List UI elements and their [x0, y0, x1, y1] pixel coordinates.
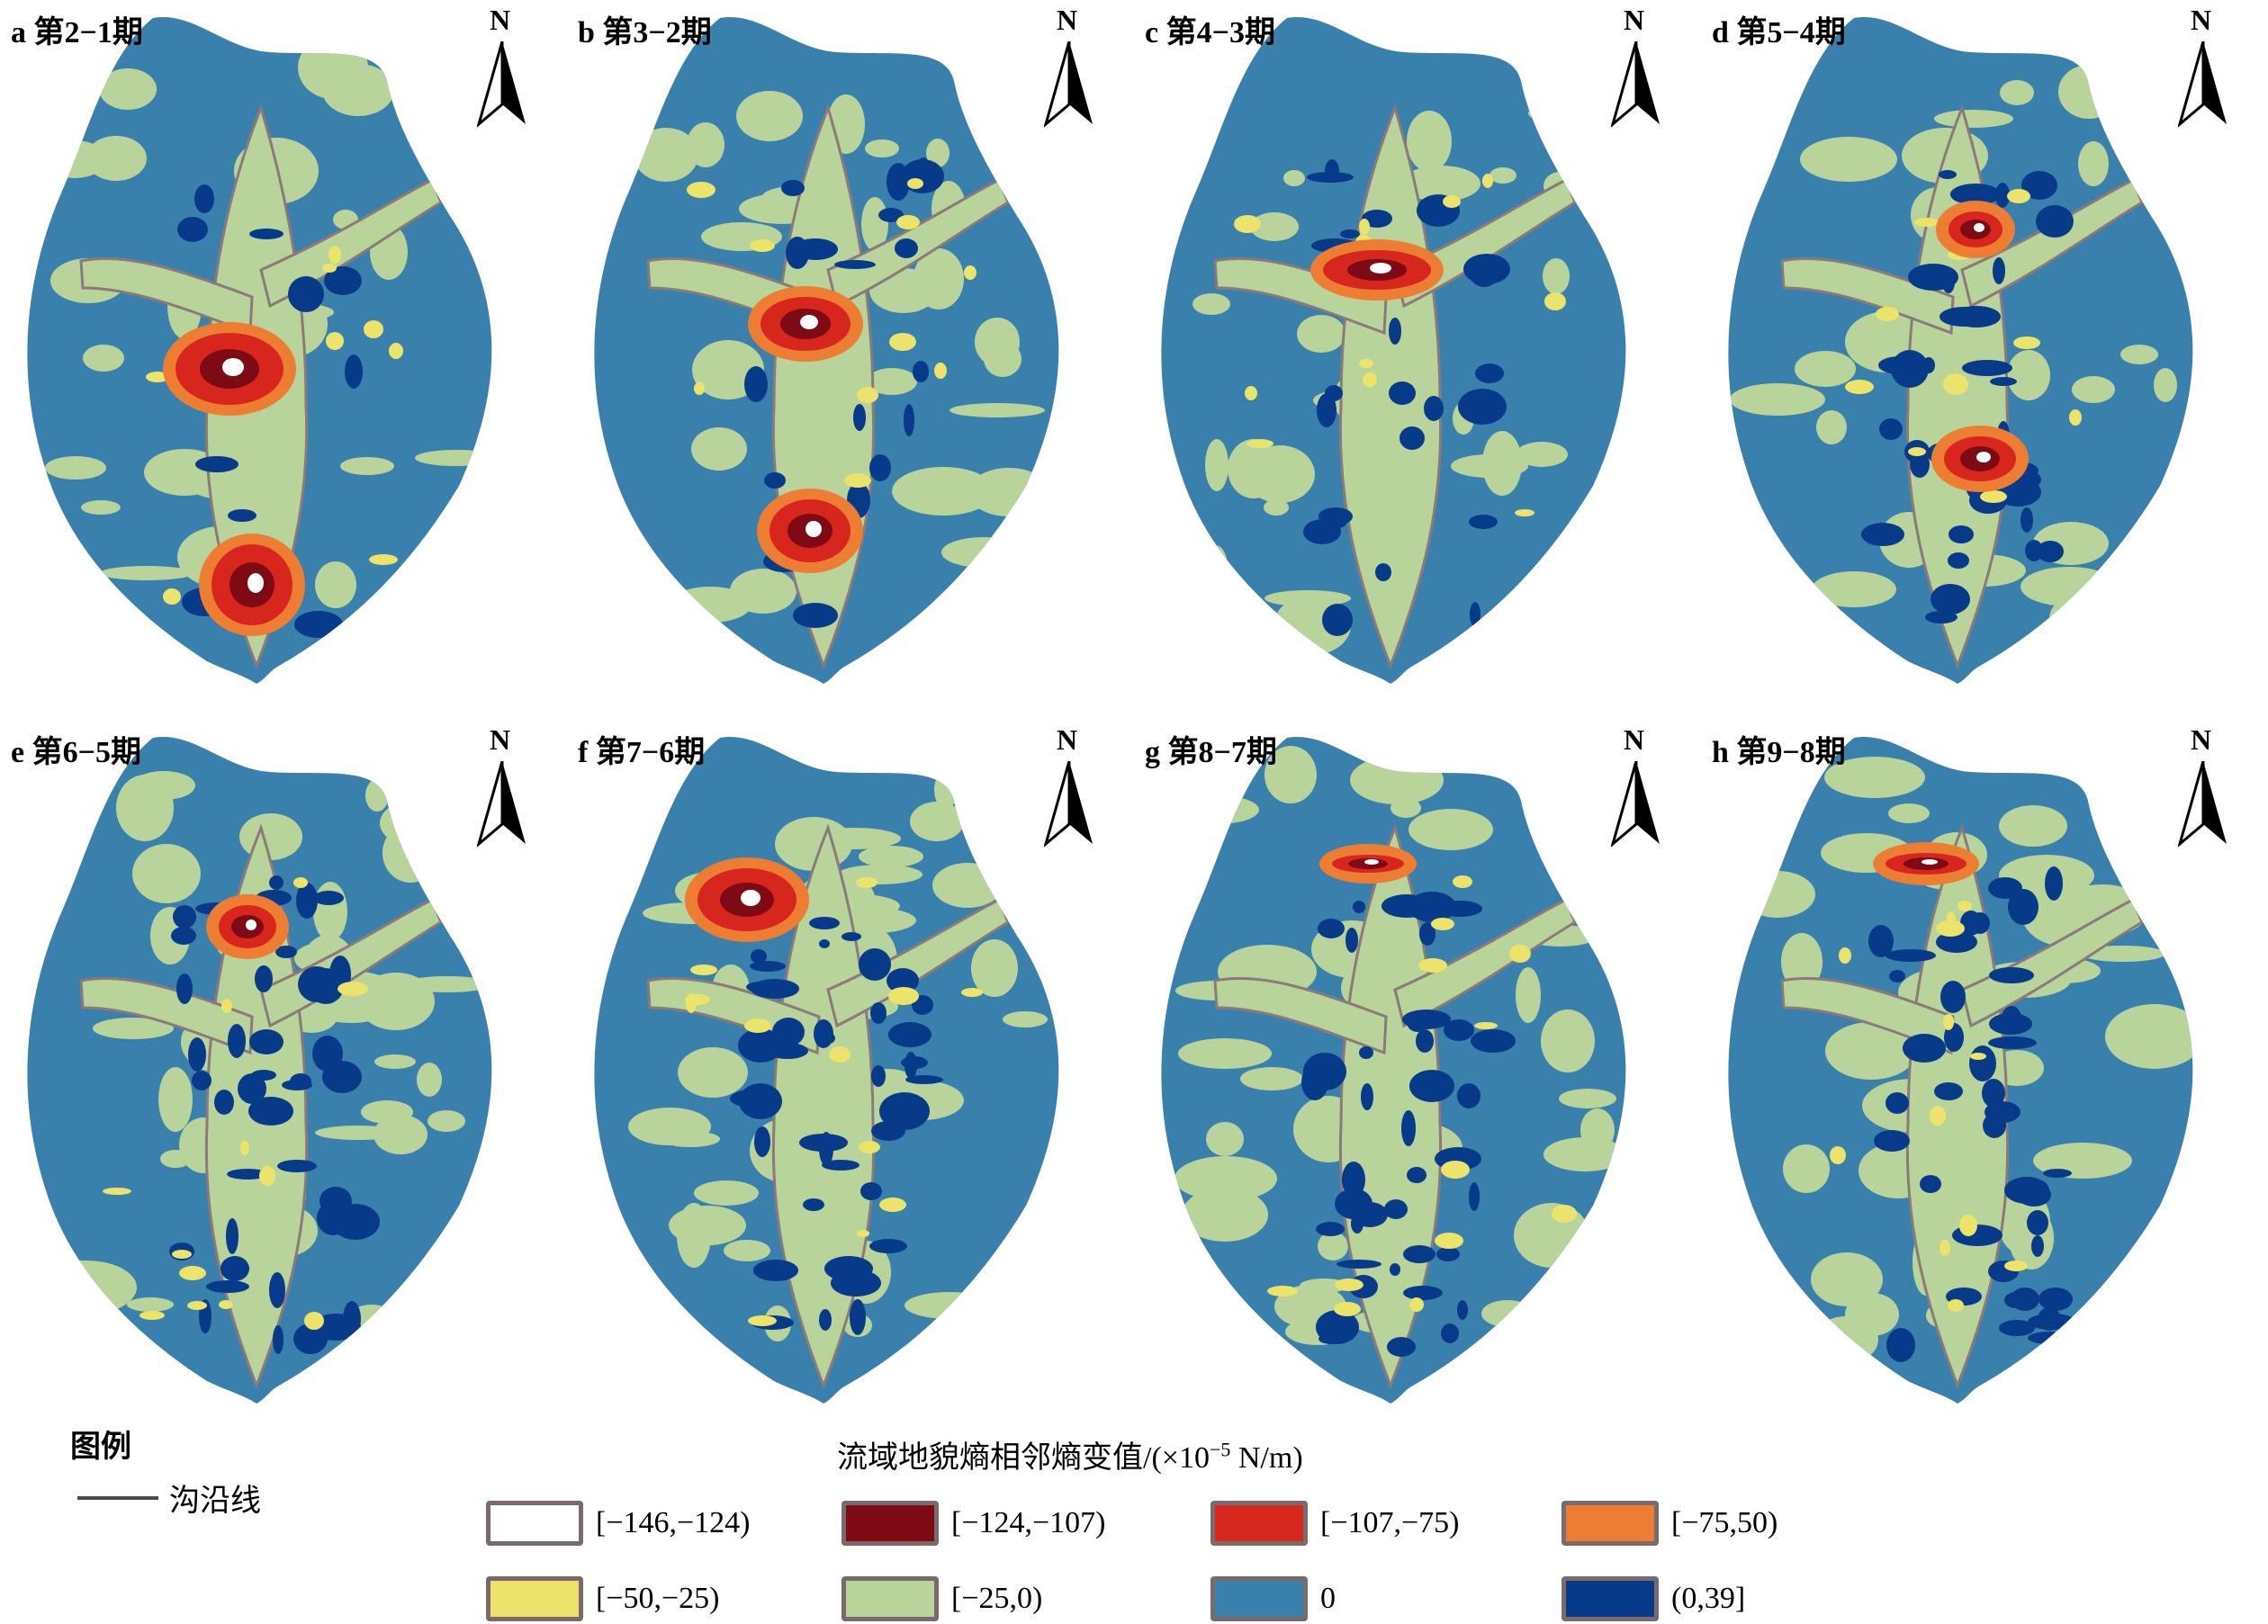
north-arrow-icon — [1611, 41, 1660, 128]
legend-class: [−75,50) — [1562, 1501, 1778, 1546]
panel-title: h 第9−8期 — [1712, 736, 1846, 769]
north-arrow-icon — [2178, 761, 2227, 848]
north-arrow-icon — [477, 761, 526, 848]
panel-title: b 第3−2期 — [578, 16, 712, 49]
watershed-map — [1728, 737, 2193, 1404]
map-panel: h 第9−8期 N — [1701, 720, 2268, 1440]
map-panel: b 第3−2期 N — [567, 0, 1134, 720]
legend-class-label: [−25,0) — [951, 1582, 1043, 1615]
north-label: N — [2191, 723, 2212, 756]
color-scale-title: 流域地貌熵相邻熵变值/(×10−5 N/m) — [837, 1432, 1303, 1476]
north-arrow: N — [1611, 4, 1665, 130]
legend-class: [−107,−75) — [1210, 1501, 1460, 1546]
map-panel: f 第7−6期 N — [567, 720, 1134, 1440]
legend-class: [−25,0) — [842, 1576, 1042, 1621]
north-arrow: N — [1611, 723, 1665, 849]
map-panel: g 第8−7期 N — [1134, 720, 1701, 1440]
watershed-map — [1161, 17, 1626, 685]
gully-edge-label: 沟沿线 — [169, 1485, 261, 1518]
map-panel: d 第5−4期 N — [1701, 0, 2268, 720]
north-arrow: N — [477, 723, 531, 849]
legend-class: [−146,−124) — [486, 1501, 751, 1546]
north-arrow-icon — [1611, 761, 1660, 848]
legend-class: [−124,−107) — [842, 1501, 1106, 1546]
north-arrow-icon — [1044, 761, 1093, 848]
legend-swatch — [1562, 1576, 1659, 1621]
north-arrow: N — [2178, 723, 2232, 849]
legend-title: 图例 — [70, 1431, 131, 1464]
panel-title: f 第7−6期 — [578, 736, 706, 769]
legend-class: (0,39] — [1562, 1576, 1745, 1621]
legend-swatch — [1562, 1501, 1659, 1546]
gully-edge-line-symbol — [77, 1495, 158, 1500]
legend-class: 0 — [1210, 1576, 1336, 1621]
north-arrow-icon — [2178, 41, 2227, 128]
watershed-map — [1161, 737, 1626, 1404]
legend-swatch — [1210, 1501, 1308, 1546]
map-panel: e 第6−5期 N — [0, 720, 567, 1440]
legend-swatch — [1210, 1576, 1308, 1621]
legend-class-label: [−75,50) — [1671, 1506, 1778, 1539]
panel-title: d 第5−4期 — [1712, 16, 1846, 49]
legend-swatch — [486, 1501, 583, 1546]
north-arrow: N — [1044, 723, 1098, 849]
legend-class-label: [−124,−107) — [951, 1506, 1106, 1539]
map-panel: a 第2−1期 N — [0, 0, 567, 720]
north-arrow: N — [477, 4, 531, 130]
legend-class-label: (0,39] — [1671, 1582, 1746, 1615]
north-label: N — [490, 4, 511, 36]
north-arrow-icon — [1044, 41, 1093, 128]
panel-title: g 第8−7期 — [1145, 736, 1277, 769]
north-label: N — [1624, 723, 1645, 756]
watershed-map — [27, 17, 492, 685]
north-arrow: N — [2178, 4, 2232, 130]
legend-swatch — [842, 1576, 939, 1621]
watershed-map — [594, 737, 1059, 1404]
legend-class-label: [−50,−25) — [596, 1582, 720, 1615]
watershed-map — [1728, 17, 2193, 685]
watershed-map — [27, 737, 492, 1404]
gully-edge-legend: 沟沿线 — [77, 1476, 261, 1520]
panel-title: c 第4−3期 — [1145, 16, 1275, 49]
panel-title: e 第6−5期 — [11, 736, 141, 769]
legend-class: [−50,−25) — [486, 1576, 720, 1621]
watershed-map — [594, 17, 1059, 685]
map-panel: c 第4−3期 N — [1134, 0, 1701, 720]
north-label: N — [1057, 4, 1078, 36]
north-arrow-icon — [477, 41, 526, 128]
north-label: N — [1057, 723, 1078, 756]
scale-title-exponent: −5 — [1209, 1438, 1231, 1461]
legend-swatch — [842, 1501, 939, 1546]
north-label: N — [1624, 4, 1645, 36]
legend-class-label: 0 — [1320, 1582, 1336, 1615]
legend-swatch — [486, 1576, 583, 1621]
scale-title-unit: N/m) — [1230, 1441, 1303, 1475]
legend-class-label: [−107,−75) — [1320, 1506, 1460, 1539]
north-label: N — [2191, 4, 2212, 36]
north-arrow: N — [1044, 4, 1098, 130]
scale-title-main: 流域地貌熵相邻熵变值/(×10 — [837, 1441, 1210, 1475]
north-label: N — [490, 723, 511, 756]
legend-class-label: [−146,−124) — [596, 1506, 751, 1539]
panel-title: a 第2−1期 — [11, 16, 143, 49]
